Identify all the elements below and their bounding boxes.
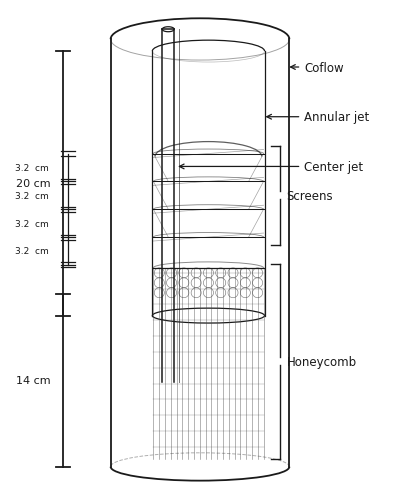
Text: Honeycomb: Honeycomb bbox=[286, 355, 356, 368]
Text: Center jet: Center jet bbox=[179, 161, 363, 174]
Text: Annular jet: Annular jet bbox=[267, 111, 370, 124]
Text: 20 cm: 20 cm bbox=[16, 179, 50, 189]
Text: 14 cm: 14 cm bbox=[16, 375, 50, 386]
Text: 3.2  cm: 3.2 cm bbox=[15, 247, 49, 256]
Text: 3.2  cm: 3.2 cm bbox=[15, 219, 49, 228]
Text: Coflow: Coflow bbox=[290, 61, 344, 74]
Text: Screens: Screens bbox=[286, 189, 333, 203]
Text: 3.2  cm: 3.2 cm bbox=[15, 191, 49, 201]
Text: 3.2  cm: 3.2 cm bbox=[15, 163, 49, 173]
